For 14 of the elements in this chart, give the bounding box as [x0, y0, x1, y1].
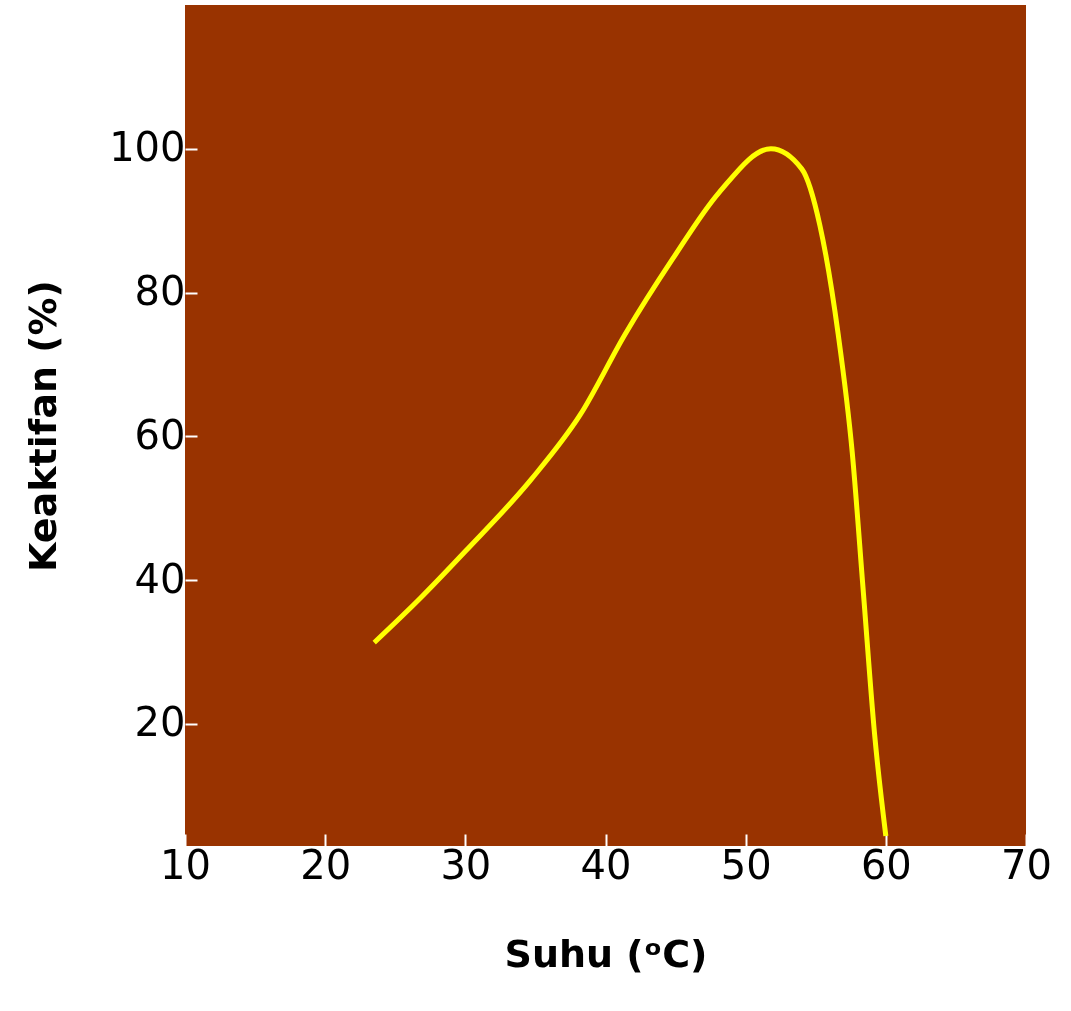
x-tick-label: 10 — [160, 841, 211, 888]
x-tick-label: 30 — [440, 841, 492, 888]
x-tick-label: 40 — [580, 841, 632, 888]
y-axis-title: Keaktifan (%) — [21, 280, 66, 572]
x-tick-label: 50 — [720, 841, 772, 888]
x-tick-label: 60 — [860, 841, 912, 888]
y-tick-label: 80 — [134, 268, 186, 315]
x-axis-title: Suhu (ᵒC) — [504, 931, 708, 976]
y-tick-label: 20 — [134, 699, 186, 746]
y-tick-label: 40 — [134, 555, 186, 602]
x-tick-label: 70 — [1001, 841, 1052, 888]
y-tick-label: 60 — [134, 411, 186, 458]
y-tick-label: 100 — [109, 124, 186, 171]
x-tick-label: 20 — [300, 841, 352, 888]
